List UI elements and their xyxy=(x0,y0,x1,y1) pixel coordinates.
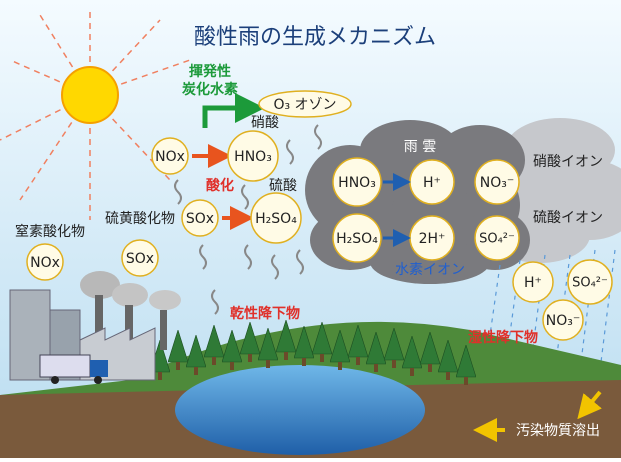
label: 硝酸 xyxy=(251,115,279,131)
label: 硫酸 xyxy=(269,178,297,194)
label: 水素イオン xyxy=(395,262,465,278)
cloud-row xyxy=(332,157,520,263)
label: H₂SO₄ xyxy=(255,211,297,227)
label: NOx xyxy=(155,149,185,165)
wavy-lines xyxy=(174,124,322,315)
node xyxy=(542,299,584,341)
label: H⁺ xyxy=(524,275,542,291)
node xyxy=(26,243,64,281)
label: 硝酸イオン xyxy=(533,154,603,170)
label: 酸化 xyxy=(206,177,234,194)
label: H₂SO₄ xyxy=(336,231,378,247)
label: 乾性降下物 xyxy=(230,305,300,322)
label: SO₄²⁻ xyxy=(479,232,515,247)
sun-disc xyxy=(61,66,119,124)
label: 湿性降下物 xyxy=(468,329,538,346)
ozone xyxy=(258,90,352,118)
factory xyxy=(9,271,181,384)
label: HNO₃ xyxy=(234,149,272,165)
label: HNO₃ xyxy=(338,175,376,191)
lake xyxy=(175,365,425,455)
label: SOx xyxy=(186,211,214,227)
node xyxy=(567,259,613,305)
node xyxy=(151,137,189,175)
label: 雨 雲 xyxy=(404,139,436,155)
node xyxy=(227,130,279,182)
arrow xyxy=(202,93,265,128)
node xyxy=(512,261,554,303)
label: 汚染物質溶出 xyxy=(516,423,600,439)
node xyxy=(250,192,302,244)
label: SO₄²⁻ xyxy=(572,276,608,291)
label: O₃ オゾン xyxy=(273,97,336,113)
label: 2H⁺ xyxy=(419,231,446,247)
title: 酸性雨の生成メカニズム xyxy=(194,25,436,50)
label: 炭化水素 xyxy=(182,81,238,98)
arrow xyxy=(577,390,602,420)
node xyxy=(121,239,159,277)
node xyxy=(181,199,219,237)
label: NO₃⁻ xyxy=(480,175,515,191)
label: NO₃⁻ xyxy=(546,313,581,329)
label: H⁺ xyxy=(423,175,441,191)
label: NOx xyxy=(30,255,60,271)
label: 揮発性 xyxy=(189,63,231,80)
label: 窒素酸化物 xyxy=(15,223,85,240)
label: 硫酸イオン xyxy=(533,210,603,226)
label: SOx xyxy=(126,251,154,267)
label: 硫黄酸化物 xyxy=(105,210,175,227)
